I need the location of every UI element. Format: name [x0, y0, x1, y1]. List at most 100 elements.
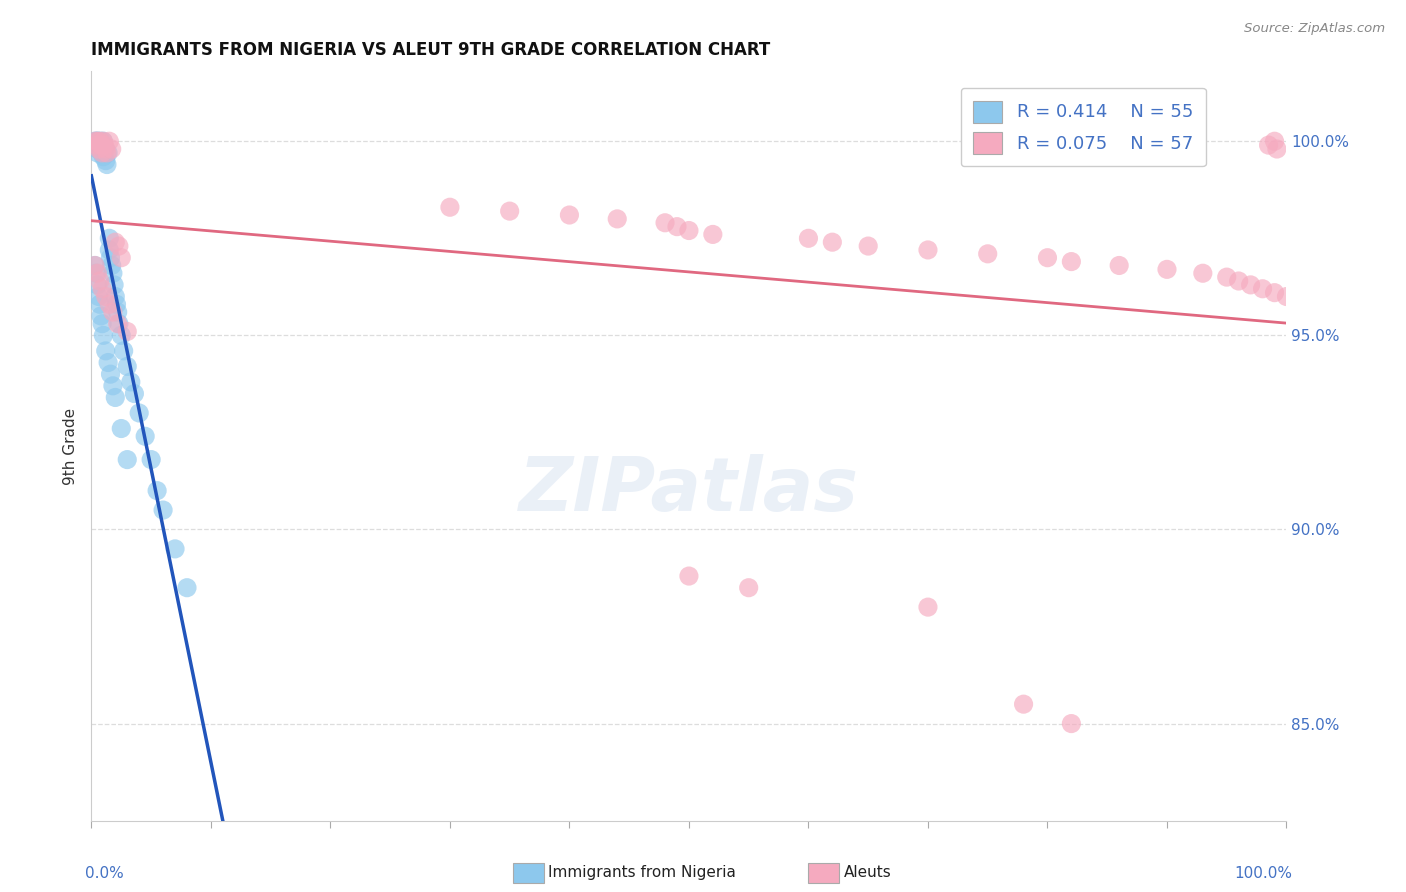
Point [93, 142, 115, 156]
Point [1156, 262, 1178, 277]
Point [101, 266, 124, 280]
Point [110, 251, 132, 265]
Point [104, 391, 127, 405]
Point [84, 259, 107, 273]
Point [93, 328, 114, 343]
Point [1275, 289, 1298, 303]
Point [797, 231, 820, 245]
Point [96, 157, 118, 171]
Point [90, 309, 112, 323]
Point [1257, 138, 1279, 153]
Point [93, 134, 114, 148]
Point [1215, 270, 1237, 285]
Point [86, 142, 108, 156]
Point [94, 289, 117, 303]
Point [86, 277, 108, 292]
Point [98, 243, 121, 257]
Point [134, 429, 156, 443]
Point [86, 145, 108, 160]
Point [107, 305, 129, 319]
Point [98, 297, 121, 311]
Point [86, 266, 108, 280]
Point [87, 142, 110, 156]
Point [856, 239, 880, 253]
Point [1251, 282, 1274, 296]
Point [917, 243, 939, 257]
Point [97, 355, 120, 369]
Point [163, 541, 186, 556]
Point [112, 343, 135, 358]
Point [103, 277, 125, 292]
Point [558, 208, 581, 222]
Point [100, 367, 122, 381]
Point [678, 569, 700, 583]
Point [93, 138, 115, 153]
Point [110, 421, 132, 435]
Point [98, 134, 121, 148]
Point [176, 581, 198, 595]
Point [1108, 259, 1130, 273]
Point [90, 138, 112, 153]
Point [100, 259, 122, 273]
Point [86, 134, 108, 148]
Point [110, 328, 132, 343]
Y-axis label: 9th Grade: 9th Grade [63, 408, 79, 484]
Point [94, 142, 117, 156]
Point [84, 138, 107, 153]
Point [146, 483, 169, 498]
Point [89, 274, 111, 288]
Point [120, 375, 142, 389]
Point [141, 452, 162, 467]
Point [1227, 274, 1250, 288]
Point [86, 134, 108, 148]
Text: Aleuts: Aleuts [844, 865, 891, 880]
Point [105, 297, 128, 311]
Point [1264, 285, 1286, 300]
Point [84, 259, 107, 273]
Point [90, 134, 112, 148]
Point [84, 134, 107, 148]
Point [107, 317, 129, 331]
Point [737, 581, 759, 595]
Point [89, 138, 111, 153]
Point [606, 211, 628, 226]
Point [1060, 716, 1083, 731]
Point [91, 145, 114, 160]
Point [87, 142, 110, 156]
Point [1264, 134, 1286, 148]
Text: IMMIGRANTS FROM NIGERIA VS ALEUT 9TH GRADE CORRELATION CHART: IMMIGRANTS FROM NIGERIA VS ALEUT 9TH GRA… [91, 41, 770, 59]
Point [94, 343, 117, 358]
Point [104, 235, 127, 250]
Point [90, 138, 112, 153]
Point [93, 134, 114, 148]
Point [1240, 277, 1263, 292]
Point [98, 231, 121, 245]
Point [96, 145, 118, 160]
Text: 0.0%: 0.0% [86, 865, 124, 880]
Point [128, 406, 150, 420]
Point [91, 282, 114, 296]
Point [100, 142, 122, 156]
Legend: R = 0.414    N = 55, R = 0.075    N = 57: R = 0.414 N = 55, R = 0.075 N = 57 [960, 88, 1206, 166]
Point [100, 251, 122, 265]
Point [89, 134, 111, 148]
Point [101, 305, 124, 319]
Point [87, 134, 110, 148]
Text: 100.0%: 100.0% [1234, 865, 1292, 880]
Point [1060, 254, 1083, 268]
Point [1012, 697, 1035, 711]
Point [666, 219, 689, 234]
Point [89, 297, 111, 311]
Point [97, 145, 120, 160]
Point [94, 153, 117, 168]
Point [917, 600, 939, 615]
Point [84, 266, 107, 280]
Point [439, 200, 461, 214]
Point [976, 247, 998, 261]
Point [108, 239, 131, 253]
Point [115, 452, 138, 467]
Point [84, 134, 107, 148]
Text: Source: ZipAtlas.com: Source: ZipAtlas.com [1244, 22, 1385, 36]
Point [124, 386, 146, 401]
Point [115, 359, 138, 374]
